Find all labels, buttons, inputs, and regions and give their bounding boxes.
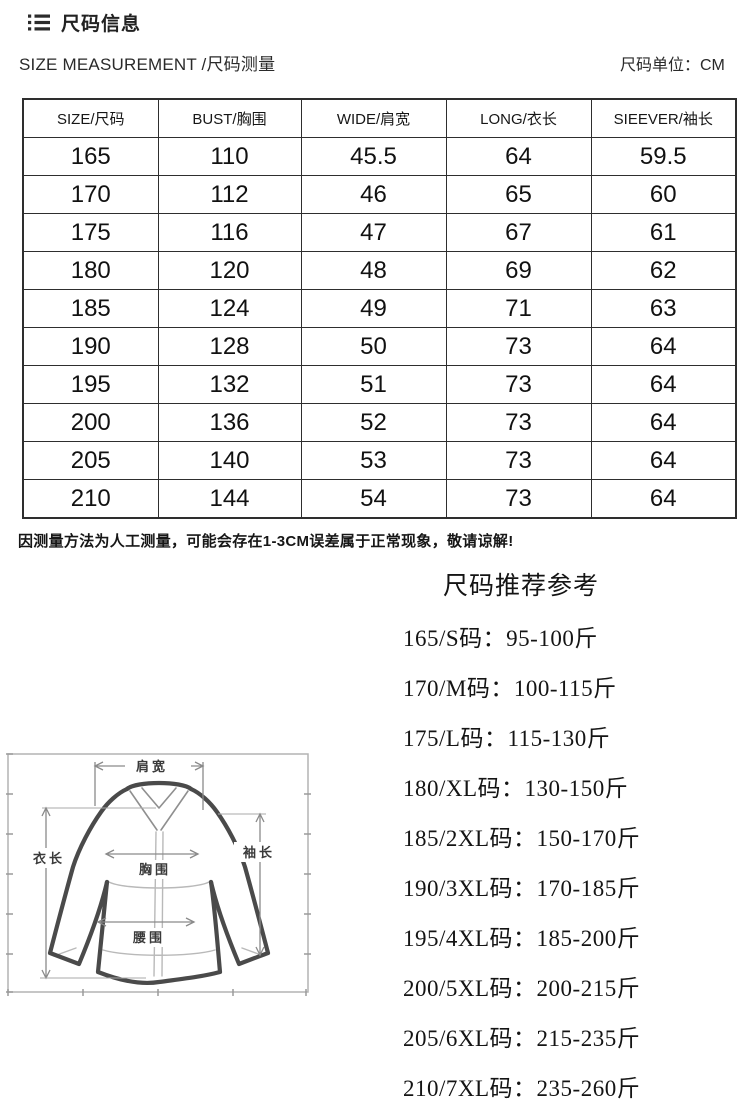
size-table-row: 165 110 45.5 64 59.5	[22, 137, 737, 176]
size-table-row: 190 128 50 73 64	[22, 327, 737, 366]
recommendation-item: 190/3XL码：170-185斤	[403, 876, 641, 901]
cell-sleeve: 64	[590, 441, 737, 480]
cell-wide: 48	[300, 251, 447, 290]
cell-sleeve: 62	[590, 251, 737, 290]
cell-wide: 50	[300, 327, 447, 366]
garment-length-label: 衣长	[33, 851, 65, 866]
cell-long: 73	[445, 403, 592, 442]
recommendation-title: 尺码推荐参考	[443, 573, 600, 600]
cell-sleeve: 64	[590, 365, 737, 404]
cell-wide: 47	[300, 213, 447, 252]
cell-bust: 124	[157, 289, 302, 328]
cell-bust: 132	[157, 365, 302, 404]
cell-size: 165	[22, 137, 159, 176]
cell-wide: 46	[300, 175, 447, 214]
cell-long: 69	[445, 251, 592, 290]
cell-long: 67	[445, 213, 592, 252]
size-table-row: 185 124 49 71 63	[22, 289, 737, 328]
cell-size: 175	[22, 213, 159, 252]
page-title: 尺码信息	[61, 14, 142, 35]
recommendation-item: 170/M码：100-115斤	[403, 676, 617, 701]
size-table-row: 195 132 51 73 64	[22, 365, 737, 404]
cell-sleeve: 64	[590, 403, 737, 442]
cell-size: 200	[22, 403, 159, 442]
cell-bust: 128	[157, 327, 302, 366]
cell-size: 190	[22, 327, 159, 366]
size-table-row: 200 136 52 73 64	[22, 403, 737, 442]
cell-wide: 45.5	[300, 137, 447, 176]
cell-size: 170	[22, 175, 159, 214]
cell-sleeve: 64	[590, 479, 737, 519]
cell-wide: 52	[300, 403, 447, 442]
cell-sleeve: 61	[590, 213, 737, 252]
cell-size: 210	[22, 479, 159, 519]
unit-label: 尺码单位：CM	[620, 57, 725, 74]
recommendation-item: 205/6XL码：215-235斤	[403, 1026, 641, 1051]
cell-long: 73	[445, 327, 592, 366]
recommendation-item: 195/4XL码：185-200斤	[403, 926, 641, 951]
cell-bust: 144	[157, 479, 302, 519]
size-table-header-cell: SIZE/尺码	[22, 98, 159, 138]
cell-bust: 136	[157, 403, 302, 442]
cell-long: 71	[445, 289, 592, 328]
size-table-header-cell: BUST/胸围	[157, 98, 302, 138]
cell-size: 180	[22, 251, 159, 290]
cell-size: 205	[22, 441, 159, 480]
garment-measure-diagram: 肩宽 衣长 袖长 胸围 腰围	[6, 750, 314, 998]
cell-bust: 116	[157, 213, 302, 252]
recommendation-list: 165/S码：95-100斤 170/M码：100-115斤 175/L码：115-…	[403, 611, 723, 1111]
size-table-row: 205 140 53 73 64	[22, 441, 737, 480]
cell-wide: 53	[300, 441, 447, 480]
cell-wide: 49	[300, 289, 447, 328]
cell-long: 64	[445, 137, 592, 176]
cell-bust: 140	[157, 441, 302, 480]
diagram-frame	[6, 753, 311, 996]
recommendation-item: 180/XL码：130-150斤	[403, 776, 629, 801]
cell-sleeve: 60	[590, 175, 737, 214]
cell-long: 65	[445, 175, 592, 214]
size-table-header-cell: SIEEVER/袖长	[590, 98, 737, 138]
section-subtitle: SIZE MEASUREMENT /尺码测量	[19, 55, 276, 74]
cell-size: 195	[22, 365, 159, 404]
jacket-outline	[47, 780, 271, 986]
size-table-header-row: SIZE/尺码 BUST/胸围 WIDE/肩宽 LONG/衣长 SIEEVER/袖长	[22, 98, 737, 138]
cell-wide: 54	[300, 479, 447, 519]
shoulder-width-label: 肩宽	[136, 759, 168, 774]
cell-sleeve: 63	[590, 289, 737, 328]
list-icon	[28, 14, 50, 31]
bust-label: 胸围	[139, 862, 171, 877]
sleeve-length-label: 袖长	[243, 845, 275, 860]
size-table: SIZE/尺码 BUST/胸围 WIDE/肩宽 LONG/衣长 SIEEVER/袖长 1…	[22, 98, 737, 519]
size-table-header-cell: LONG/衣长	[445, 98, 592, 138]
cell-sleeve: 64	[590, 327, 737, 366]
recommendation-item: 210/7XL码：235-260斤	[403, 1076, 641, 1101]
size-table-row: 175 116 47 67 61	[22, 213, 737, 252]
recommendation-item: 185/2XL码：150-170斤	[403, 826, 641, 851]
recommendation-item: 175/L码：115-130斤	[403, 726, 611, 751]
cell-size: 185	[22, 289, 159, 328]
cell-long: 73	[445, 441, 592, 480]
size-recommendation: 尺码推荐参考 165/S码：95-100斤 170/M码：100-115斤 175/…	[403, 566, 723, 1111]
size-table-row: 210 144 54 73 64	[22, 479, 737, 519]
measurement-note: 因测量方法为人工测量，可能会存在1-3CM误差属于正常现象，敬请谅解!	[18, 533, 514, 550]
cell-long: 73	[445, 479, 592, 519]
page-header: 尺码信息	[28, 9, 141, 36]
cell-bust: 110	[157, 137, 302, 176]
cell-bust: 112	[157, 175, 302, 214]
waist-label: 腰围	[132, 930, 165, 945]
size-table-header-cell: WIDE/肩宽	[300, 98, 447, 138]
size-table-row: 180 120 48 69 62	[22, 251, 737, 290]
cell-bust: 120	[157, 251, 302, 290]
recommendation-item: 165/S码：95-100斤	[403, 626, 598, 651]
cell-wide: 51	[300, 365, 447, 404]
cell-long: 73	[445, 365, 592, 404]
cell-sleeve: 59.5	[590, 137, 737, 176]
recommendation-item: 200/5XL码：200-215斤	[403, 976, 641, 1001]
dimension-labels: 肩宽 衣长 袖长 胸围 腰围	[24, 756, 280, 947]
size-table-row: 170 112 46 65 60	[22, 175, 737, 214]
